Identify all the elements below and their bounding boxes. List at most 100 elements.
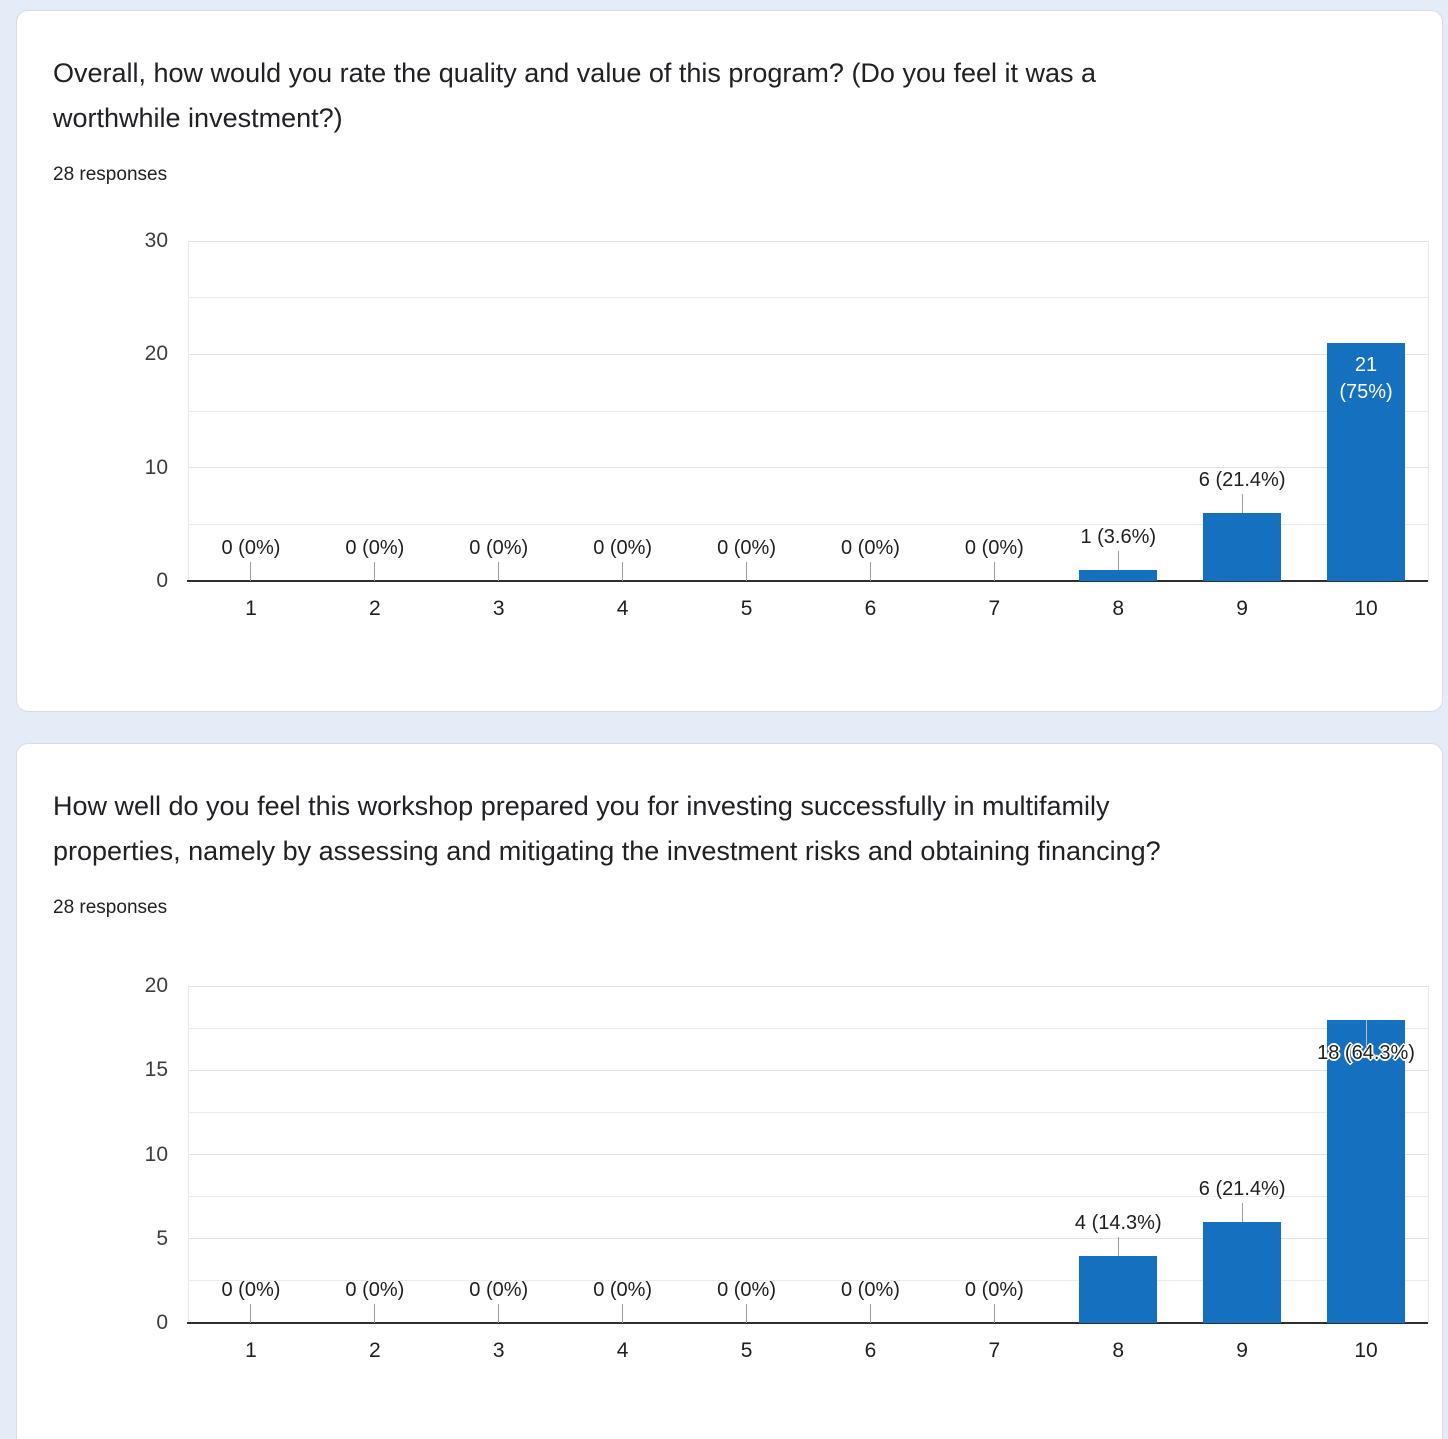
bar-10[interactable] (1327, 343, 1406, 581)
x-axis-category-label: 7 (988, 1339, 1001, 1362)
gridline-major (189, 1154, 1428, 1155)
y-axis-tick-label: 0 (156, 569, 168, 592)
question-title-line1: Overall, how would you rate the quality … (53, 58, 1097, 88)
y-axis-tick-label: 20 (144, 974, 168, 997)
label-connector-line (1241, 494, 1243, 513)
x-axis-category-label: 5 (740, 597, 753, 620)
x-axis-category-label: 1 (245, 597, 257, 620)
bar-value-label: 0 (0%) (345, 537, 405, 559)
x-axis-category-label: 6 (864, 1339, 877, 1362)
x-axis-category-label: 7 (988, 597, 1001, 620)
gridline-minor (189, 410, 1428, 412)
bar-value-label: 0 (0%) (593, 537, 653, 559)
label-connector-line (869, 1304, 871, 1323)
bar-8[interactable] (1079, 1255, 1158, 1323)
label-connector-line (1365, 1019, 1367, 1050)
label-connector-line (622, 562, 624, 581)
bar-chart-preparedness: 0 5 10 15 20 1 0 (0%) 2 0 (0%) 3 0 (0%) 4 0 (0%) 5 0 (… (145, 974, 1429, 1362)
bar-value-label: 0 (0%) (840, 537, 900, 559)
bar-value-label: 6 (21.4%) (1198, 1177, 1286, 1200)
question-card-preparedness: How well do you feel this workshop prepa… (16, 743, 1443, 1439)
bar-value-label: 0 (0%) (717, 537, 776, 559)
label-connector-line (993, 1304, 995, 1323)
bar-value-label: 18 (64.3%) (1317, 1041, 1415, 1064)
bar-10[interactable] (1327, 1019, 1406, 1323)
gridline-major (189, 1069, 1428, 1071)
label-connector-line (1117, 550, 1119, 570)
gridline-major (189, 240, 1428, 242)
x-axis-category-label: 10 (1354, 1339, 1378, 1362)
question-title-line2: properties, namely by assessing and miti… (53, 836, 1161, 866)
gridline-minor (189, 1280, 1428, 1282)
bar-9[interactable] (1203, 513, 1282, 581)
question-title: How well do you feel this workshop prepa… (53, 784, 1402, 874)
x-axis-category-label: 3 (492, 597, 505, 620)
y-axis-tick-label: 30 (144, 229, 168, 252)
gridline-minor (189, 1196, 1428, 1198)
bar-value-label: 0 (0%) (221, 537, 281, 559)
gridline-minor (189, 297, 1428, 299)
x-axis-category-label: 8 (1112, 1339, 1125, 1362)
label-connector-line (250, 562, 252, 581)
bar-value-label: 0 (0%) (469, 537, 529, 559)
x-axis-category-label: 5 (740, 1339, 753, 1362)
bar-value-label: 0 (0%) (221, 1279, 281, 1301)
label-connector-line (1241, 1202, 1243, 1222)
x-axis-category-label: 6 (864, 597, 877, 620)
bar-chart-quality: 0 10 20 30 1 0 (0%) 2 0 (0%) 3 0 (0%) 4 0 (0%) 5 0 (0… (145, 229, 1429, 620)
bar-value-label: 0 (0%) (717, 1279, 776, 1301)
label-connector-line (498, 562, 500, 581)
bar-value-label: 0 (0%) (469, 1279, 529, 1301)
gridline-minor (189, 1027, 1428, 1029)
y-axis-tick-label: 20 (144, 342, 168, 366)
x-axis-category-label: 1 (245, 1339, 257, 1362)
y-axis-tick-label: 5 (156, 1226, 168, 1250)
bar-value-label: 0 (0%) (593, 1279, 653, 1301)
question-title: Overall, how would you rate the quality … (53, 51, 1402, 141)
y-axis-tick-label: 0 (156, 1311, 168, 1334)
question-card-quality: Overall, how would you rate the quality … (16, 10, 1443, 712)
gridline-minor (189, 523, 1428, 525)
label-connector-line (1117, 1236, 1119, 1256)
x-axis-category-label: 2 (369, 1339, 381, 1362)
label-connector-line (374, 562, 376, 581)
label-connector-line (622, 1304, 624, 1323)
bar-value-label: 21 (75%) (1339, 354, 1393, 403)
bar-value-label: 1 (3.6%) (1080, 525, 1157, 548)
responses-count: 28 responses (53, 897, 168, 918)
bar-8[interactable] (1079, 569, 1158, 581)
label-connector-line (498, 1304, 500, 1323)
y-axis-tick-label: 15 (144, 1058, 168, 1082)
responses-count: 28 responses (53, 164, 168, 185)
x-axis-line (187, 580, 1428, 582)
bar-value-label: 0 (0%) (345, 1279, 405, 1301)
gridline-major (189, 985, 1428, 987)
x-axis-category-label: 9 (1236, 1339, 1248, 1362)
gridline-major (189, 1238, 1428, 1240)
x-axis-category-label: 2 (369, 597, 381, 620)
bar-value-label: 0 (0%) (964, 1279, 1024, 1301)
bar-value-label: 6 (21.4%) (1198, 469, 1286, 491)
gridline-minor (189, 1111, 1428, 1113)
x-axis-category-label: 10 (1354, 597, 1378, 620)
label-connector-line (374, 1304, 376, 1323)
question-title-line1: How well do you feel this workshop prepa… (53, 791, 1110, 821)
label-connector-line (250, 1304, 252, 1323)
bar-value-label: 0 (0%) (964, 537, 1024, 559)
gridline-major (189, 353, 1428, 355)
label-connector-line (746, 562, 748, 581)
bar-9[interactable] (1203, 1221, 1282, 1323)
bar-value-label: 0 (0%) (840, 1279, 900, 1301)
label-connector-line (746, 1304, 748, 1323)
label-connector-line (869, 562, 871, 581)
x-axis-category-label: 9 (1236, 597, 1248, 620)
bar-value-label: 4 (14.3%) (1074, 1211, 1162, 1234)
x-axis-category-label: 3 (492, 1339, 505, 1362)
x-axis-category-label: 8 (1112, 597, 1125, 620)
y-axis-tick-label: 10 (144, 455, 168, 479)
x-axis-line (187, 1322, 1428, 1324)
x-axis-category-label: 4 (616, 1339, 629, 1362)
x-axis-category-label: 4 (616, 597, 629, 620)
label-connector-line (993, 562, 995, 581)
gridline-major (189, 467, 1428, 469)
